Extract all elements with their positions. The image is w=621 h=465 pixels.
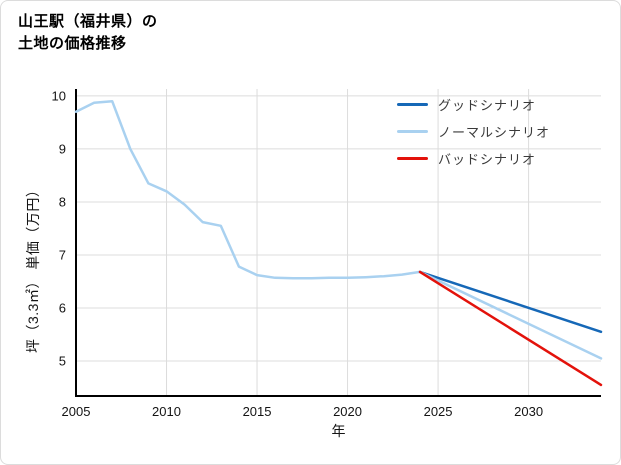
historical-line	[74, 99, 422, 280]
y-tick-label: 8	[59, 194, 66, 209]
legend: グッドシナリオ ノーマルシナリオ バッドシナリオ	[397, 91, 550, 172]
x-tick-label: 2005	[62, 404, 91, 419]
x-tick-label: 2020	[333, 404, 362, 419]
normal-scenario-line	[418, 270, 603, 360]
legend-item-normal-scenario: ノーマルシナリオ	[397, 118, 550, 145]
y-tick-label: 7	[59, 247, 66, 262]
good-scenario-line-swatch	[397, 103, 428, 106]
good-scenario-line	[418, 270, 603, 334]
legend-label-normal-scenario: ノーマルシナリオ	[438, 125, 551, 140]
legend-label-good-scenario: グッドシナリオ	[438, 98, 537, 113]
chart-title-line2: 土地の価格推移	[18, 35, 127, 52]
legend-item-good-scenario: グッドシナリオ	[397, 91, 550, 118]
legend-label-bad-scenario: バッドシナリオ	[438, 152, 537, 167]
normal-scenario-line-swatch	[397, 130, 428, 133]
x-tick-label: 2010	[152, 404, 181, 419]
bad-scenario-line	[418, 270, 603, 387]
y-tick-label: 5	[59, 354, 66, 369]
x-tick-label: 2025	[424, 404, 453, 419]
x-axis-label: 年	[331, 423, 346, 439]
y-tick-label: 10	[52, 88, 66, 103]
chart-title: 山王駅（福井県）の 土地の価格推移	[18, 11, 158, 55]
x-tick-label: 2030	[514, 404, 543, 419]
x-tick-label: 2015	[243, 404, 272, 419]
y-axis-label: 坪（3.3㎡） 単価（万円）	[25, 182, 41, 353]
legend-item-bad-scenario: バッドシナリオ	[397, 145, 550, 172]
chart-title-line1: 山王駅（福井県）の	[18, 13, 158, 30]
y-tick-label: 9	[59, 141, 66, 156]
y-tick-label: 6	[59, 300, 66, 315]
bad-scenario-line-swatch	[397, 157, 428, 160]
